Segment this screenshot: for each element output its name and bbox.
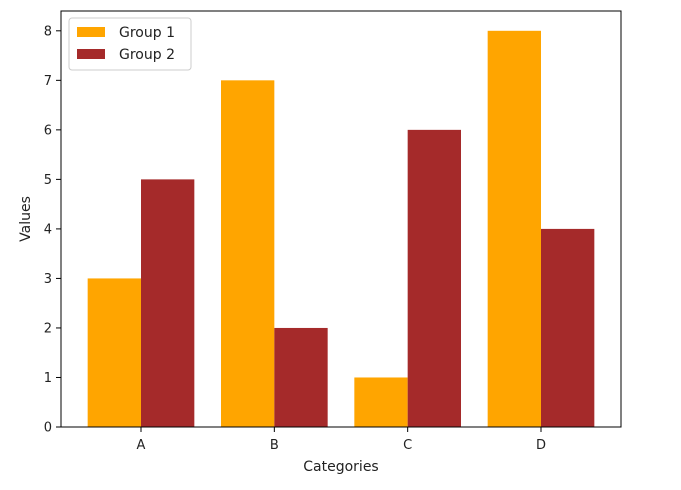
legend: Group 1 Group 2 — [68, 17, 192, 71]
y-tick-label: 0 — [44, 421, 52, 436]
x-axis-title: Categories — [303, 459, 378, 475]
bar-group-1-a — [87, 278, 141, 427]
x-tick-label: A — [137, 438, 146, 453]
plot-frame — [60, 10, 622, 428]
y-tick-label: 3 — [44, 272, 52, 287]
x-tick-label: C — [403, 438, 412, 453]
plot-area — [60, 10, 622, 428]
legend-label: Group 2 — [119, 47, 175, 63]
x-tick-label: D — [536, 438, 546, 453]
legend-swatch — [77, 27, 105, 37]
y-axis: 0 1 2 3 4 5 6 7 8 — [44, 24, 61, 436]
x-axis: A B C D — [137, 427, 546, 453]
y-tick-label: 6 — [44, 123, 52, 138]
bar-group-2-b — [274, 327, 328, 427]
bar-group-1-b — [221, 80, 275, 427]
y-tick-label: 8 — [44, 24, 52, 39]
x-tick-label: B — [270, 438, 279, 453]
y-tick-label: 7 — [44, 74, 52, 89]
y-axis-title: Values — [18, 196, 34, 242]
y-tick-label: 4 — [44, 222, 52, 237]
bar-group-1-d — [487, 30, 541, 428]
bar-group-2-c — [407, 129, 461, 427]
bar-group-1-c — [354, 377, 408, 427]
y-tick-label: 2 — [44, 321, 52, 336]
bar-group-2-a — [141, 179, 195, 427]
legend-label: Group 1 — [119, 25, 175, 41]
bar-group-2-d — [541, 228, 595, 427]
y-tick-label: 5 — [44, 173, 52, 188]
legend-swatch — [77, 49, 105, 59]
y-tick-label: 1 — [44, 371, 52, 386]
